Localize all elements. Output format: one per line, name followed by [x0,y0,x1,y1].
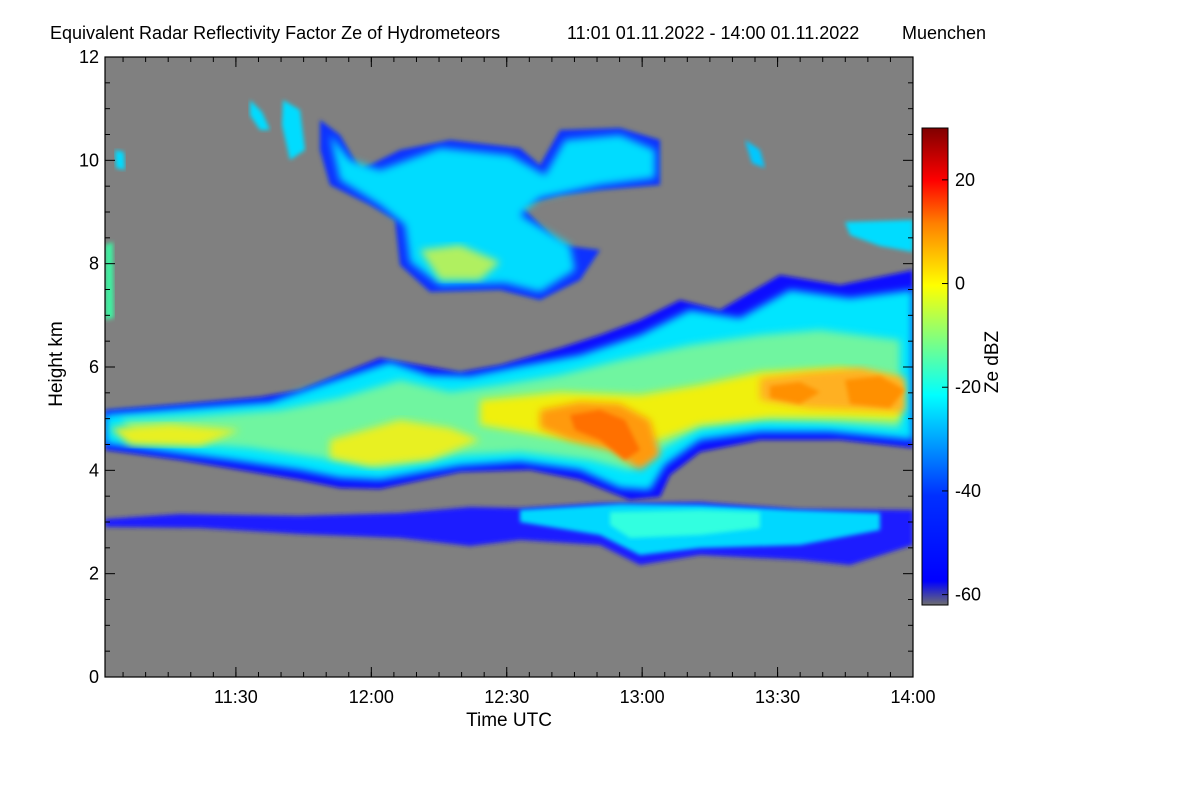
chart-time-range: 11:01 01.11.2022 - 14:00 01.11.2022 [567,23,859,43]
colorbar-tick-label: 0 [955,274,965,294]
x-axis-label: Time UTC [466,710,552,731]
minor-ticks [105,57,914,677]
colorbar-tick-label: -20 [955,377,981,397]
y-tick-label: 0 [89,667,99,687]
x-axis: 11:30 12:00 12:30 13:00 13:30 14:00 [214,57,936,707]
y-tick-label: 10 [79,150,99,170]
colorbar-label: Ze dBZ [982,330,1003,393]
y-tick-label: 2 [89,564,99,584]
x-tick-label: 11:30 [214,687,258,707]
colorbar [921,127,949,606]
cirrus-layer [105,100,913,320]
y-tick-label: 4 [89,460,99,480]
colorbar-tick-label: 20 [955,170,975,190]
colorbar-tick-label: -60 [955,585,981,605]
colorbar-ticks: -60 -40 -20 0 20 [942,170,981,605]
x-tick-label: 12:00 [349,687,394,707]
x-tick-label: 13:30 [755,687,800,707]
x-tick-label: 13:00 [620,687,665,707]
y-tick-label: 12 [79,47,99,67]
chart-title: Equivalent Radar Reflectivity Factor Ze … [50,23,500,43]
y-axis-label: Height km [46,321,67,407]
colorbar-tick-label: -40 [955,481,981,501]
chart-location: Muenchen [902,23,986,43]
y-tick-label: 8 [89,254,99,274]
x-tick-label: 14:00 [890,687,935,707]
main-cloud-layer [105,270,913,500]
reflectivity-field [105,100,913,565]
lower-cloud-layer [105,502,913,565]
y-axis: 0 2 4 6 8 10 12 [79,47,913,687]
x-tick-label: 12:30 [484,687,529,707]
y-tick-label: 6 [89,357,99,377]
